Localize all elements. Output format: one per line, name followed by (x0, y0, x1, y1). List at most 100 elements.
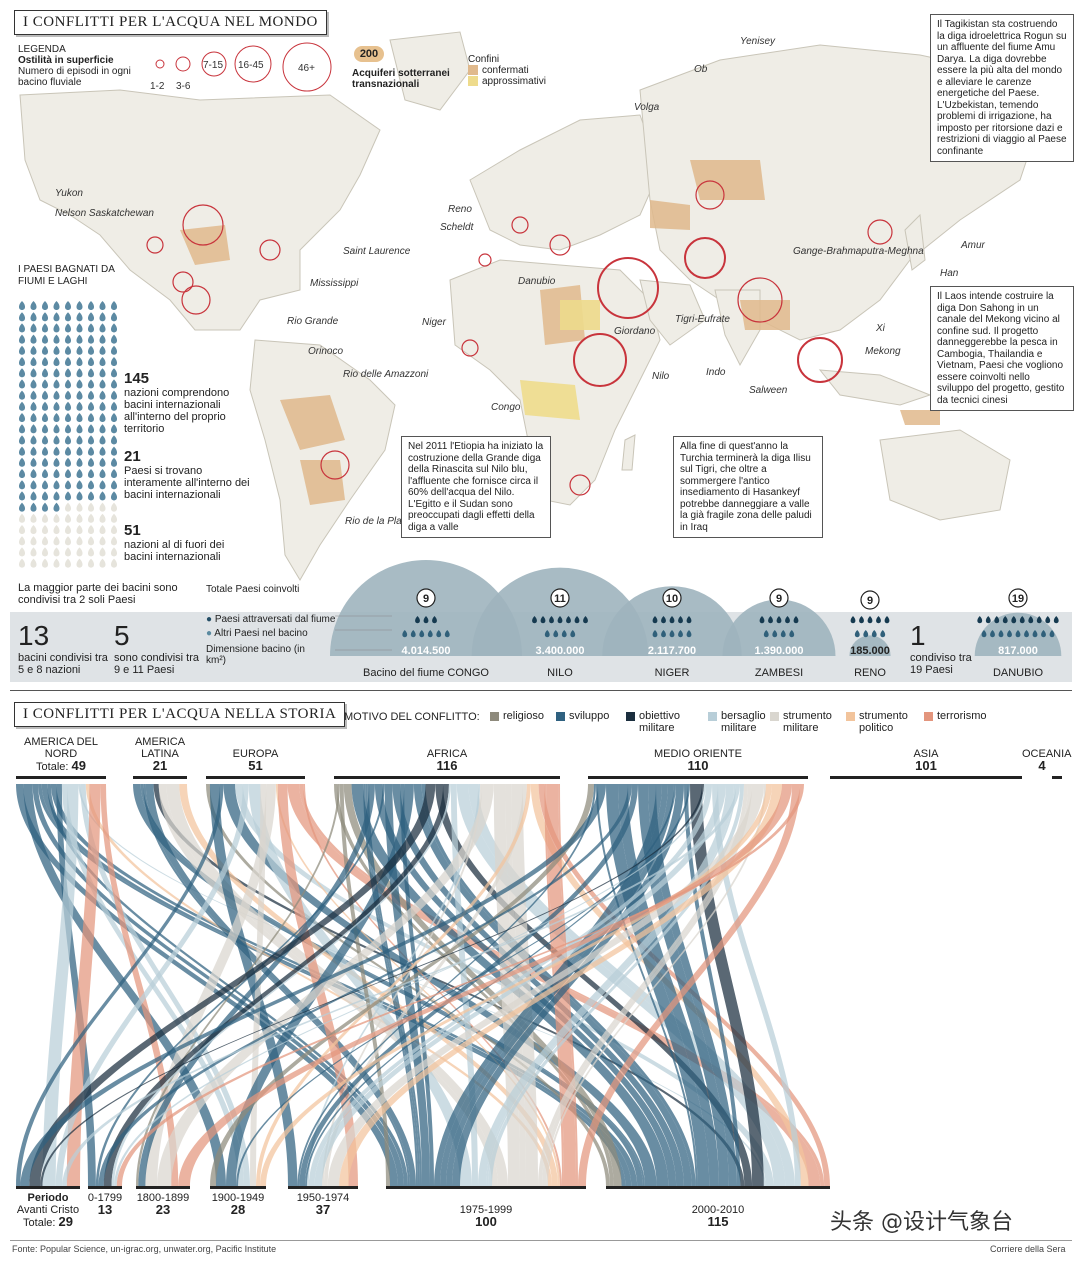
conflict-flow (40, 784, 704, 1186)
country-drop (18, 345, 26, 355)
country-drop (18, 390, 26, 400)
conflict-flow (638, 784, 729, 1186)
conflict-flow (486, 784, 736, 1186)
conflict-flow (542, 784, 752, 1186)
country-drop (53, 502, 60, 512)
basin-total-label: 10 (666, 593, 678, 605)
country-drop (110, 357, 118, 366)
motive-label: religioso (503, 710, 544, 722)
country-drop (110, 390, 118, 400)
drop-crossed (686, 616, 692, 624)
country-drop (110, 513, 118, 523)
country-drop (64, 424, 72, 434)
basin-category-label: NIGER (655, 667, 690, 679)
motive-swatch (846, 712, 855, 721)
conflict-flow (100, 784, 179, 1186)
drop-other (444, 630, 450, 638)
conflict-flow (55, 784, 249, 1186)
drop-crossed (1011, 616, 1017, 624)
basin-category-label: ZAMBESI (755, 667, 803, 679)
country-drop (87, 435, 95, 445)
country-drop (30, 547, 37, 557)
country-drop (99, 513, 106, 523)
conflict-flow (42, 784, 79, 1186)
country-drop (64, 401, 72, 411)
approx-swatch (468, 76, 478, 87)
drop-crossed (540, 616, 546, 624)
period-name: 1900-1949 (211, 1192, 265, 1204)
basin-value-label: 817.000 (998, 645, 1038, 657)
drop-crossed (985, 616, 991, 624)
basin-category-label: DANUBIO (993, 667, 1044, 679)
country-drop (99, 301, 106, 310)
conflict-flow (153, 784, 745, 1186)
borders-title: Confini (468, 54, 500, 65)
basin-legend-others: ● Altri Paesi nel bacino (206, 628, 308, 639)
river-label: Niger (422, 317, 447, 328)
basin-legend-total: Totale Paesi coinvolti (206, 584, 300, 595)
legend-circles: 1-2 3-6 7-15 16-45 46+ (150, 42, 332, 92)
period-name: 0-1799 (87, 1192, 123, 1204)
country-drop (64, 334, 72, 344)
conflict-flow (29, 784, 436, 1186)
conflict-flow (116, 784, 805, 1186)
country-drop (18, 323, 26, 333)
conflict-flow (468, 784, 795, 1186)
country-drop (99, 525, 106, 534)
country-drop (87, 390, 95, 400)
drop-other (570, 630, 576, 638)
drop-other (1015, 630, 1021, 638)
country-drop (53, 457, 60, 467)
country-drop (110, 547, 118, 557)
country-drop (76, 513, 83, 523)
period-bar (606, 1186, 830, 1189)
region-header: AMERICA DEL NORD Totale: 49 AMERICA LATINA… (0, 736, 1080, 782)
country-drop (76, 379, 83, 389)
drop-crossed (423, 616, 429, 624)
shared-stat-1: 1 condiviso tra 19 Paesi (910, 620, 980, 676)
country-drop (41, 312, 49, 322)
basin-chart: 9 4.014.500 Bacino del fiume CONGO 11 3.400.… (330, 560, 1062, 679)
period-bar (386, 1186, 586, 1189)
country-drop (41, 491, 49, 501)
country-drop (87, 513, 95, 523)
drop-other (436, 630, 442, 638)
basin-bar: 9 185.000 RENO (849, 590, 891, 679)
drop-crossed (574, 616, 580, 624)
period-label: 1900-1949 28 (204, 1192, 272, 1217)
drop-crossed (432, 616, 437, 624)
shared-note: La maggior parte dei bacini sono condivi… (18, 582, 178, 606)
countries-group-value: 21 (124, 448, 141, 465)
legend-subtitle: Ostilità in superficie (18, 55, 114, 66)
country-drop (53, 368, 60, 378)
drop-crossed (793, 616, 799, 624)
conflict-circles (146, 180, 893, 496)
country-drop (64, 558, 72, 568)
country-drop (53, 379, 60, 389)
conflict-flow (248, 784, 472, 1186)
footer-credit: Corriere della Sera (990, 1244, 1066, 1254)
country-drop (30, 435, 37, 445)
motive-label: sviluppo (569, 710, 610, 722)
region-bar (334, 776, 560, 779)
country-drop (99, 547, 106, 557)
shared-stat-5: 5 sono condivisi tra 9 e 11 Paesi (114, 620, 204, 676)
note-turkey: Alla fine di quest'anno la Turchia termi… (673, 436, 823, 538)
countries-group-label: nazioni comprendono bacini internazional… (124, 387, 230, 435)
country-drop (87, 334, 95, 344)
country-drop (41, 558, 49, 568)
basin-legend-crossed: ● Paesi attraversati dal fiume (206, 614, 336, 625)
conflict-flow (95, 784, 385, 1186)
conflict-flow (66, 784, 101, 1186)
conflict-flow (488, 784, 744, 1186)
country-drop (110, 413, 118, 422)
region-label: OCEANIA 4 (1022, 748, 1072, 773)
country-drop (64, 413, 72, 422)
country-drop (99, 413, 106, 422)
country-drop (87, 301, 95, 310)
conflict-flow (103, 784, 449, 1186)
period-label: Periodo Avanti Cristo Totale: 29 (10, 1192, 86, 1229)
conflict-flow (80, 784, 251, 1186)
drop-other (686, 630, 692, 638)
country-drops-grid (18, 301, 118, 568)
